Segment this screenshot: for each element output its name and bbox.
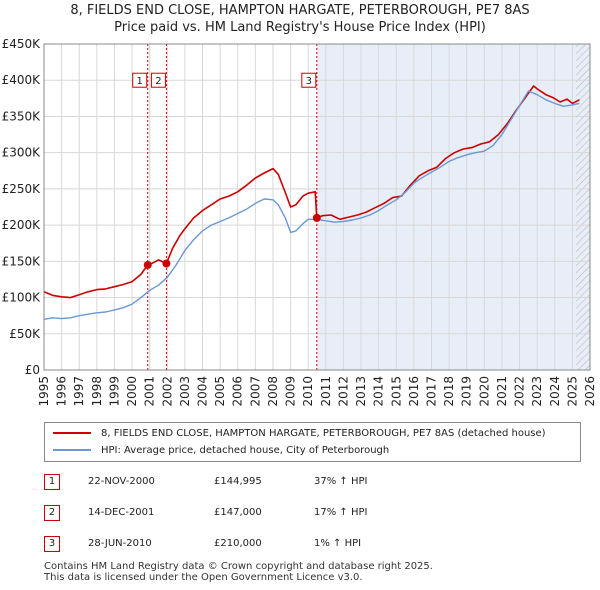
property-price-line (43, 85, 580, 299)
x-tick-label: 2002 (160, 376, 174, 407)
transaction-price: £210,000 (214, 538, 262, 549)
transaction-row: 3 28-JUN-2010 £210,000 1% ↑ HPI (44, 536, 584, 552)
chart-title: 8, FIELDS END CLOSE, HAMPTON HARGATE, PE… (70, 3, 530, 18)
legend-swatch-property (53, 432, 91, 434)
legend-label-hpi: HPI: Average price, detached house, City… (101, 445, 390, 456)
sale-marker-box (301, 72, 317, 88)
x-tick-label: 2016 (407, 376, 421, 407)
y-tick-label: £300K (2, 146, 42, 160)
x-tick-label: 2005 (213, 376, 227, 407)
x-tick-label: 2001 (143, 376, 157, 407)
x-tick-label: 2000 (125, 376, 139, 407)
transaction-date: 28-JUN-2010 (88, 538, 152, 549)
x-tick-label: 2026 (583, 376, 597, 407)
y-tick-label: £450K (2, 37, 42, 51)
hpi-line (43, 90, 580, 320)
x-tick-label: 2023 (530, 376, 544, 407)
x-tick-label: 1995 (37, 376, 51, 407)
transaction-hpi: 1% ↑ HPI (314, 538, 362, 549)
x-tick-label: 1996 (55, 376, 69, 407)
sale-point (143, 260, 152, 269)
x-tick-label: 2024 (548, 376, 562, 407)
price-chart: £0 £50K £100K £150K £200K £250K £300K £350K £400… (2, 37, 597, 407)
transaction-price: £147,000 (214, 507, 262, 518)
transaction-hpi: 37% ↑ HPI (314, 476, 368, 487)
y-tick-label: £100K (2, 291, 42, 305)
y-tick-label: £0 (25, 363, 40, 377)
transaction-price: £144,995 (214, 476, 262, 487)
sale-marker-label: 2 (155, 76, 161, 87)
x-tick-label: 2020 (477, 376, 491, 407)
x-tick-label: 2010 (301, 376, 315, 407)
sale-point (312, 213, 321, 222)
x-tick-label: 2013 (354, 376, 368, 407)
legend-item-hpi: HPI: Average price, detached house, City… (53, 443, 389, 459)
footer-licence: This data is licensed under the Open Gov… (44, 572, 363, 583)
transaction-hpi: 17% ↑ HPI (314, 507, 368, 518)
x-tick-label: 2011 (319, 376, 333, 407)
transaction-date: 22-NOV-2000 (88, 476, 155, 487)
post-sale-shade (316, 44, 590, 370)
sale-marker-box (150, 72, 166, 88)
y-tick-label: £400K (2, 73, 42, 87)
x-tick-label: 1998 (90, 376, 104, 407)
legend: 8, FIELDS END CLOSE, HAMPTON HARGATE, PE… (44, 422, 581, 462)
x-tick-label: 2009 (284, 376, 298, 407)
y-tick-label: £350K (2, 109, 42, 123)
sale-marker-label: 3 (306, 76, 312, 87)
chart-subtitle: Price paid vs. HM Land Registry's House … (114, 20, 486, 35)
transaction-row: 1 22-NOV-2000 £144,995 37% ↑ HPI (44, 474, 584, 490)
footer: Contains HM Land Registry data © Crown c… (44, 561, 433, 583)
x-tick-label: 1997 (72, 376, 86, 407)
x-tick-label: 2017 (424, 376, 438, 407)
x-tick-label: 2018 (442, 376, 456, 407)
x-tick-label: 2008 (266, 376, 280, 407)
footer-copyright: Contains HM Land Registry data © Crown c… (44, 561, 433, 572)
x-tick-label: 1999 (107, 376, 121, 407)
x-tick-label: 2019 (460, 376, 474, 407)
sale-point (162, 259, 171, 268)
x-tick-label: 2022 (513, 376, 527, 407)
x-tick-label: 2014 (372, 376, 386, 407)
transaction-marker: 3 (44, 536, 60, 552)
plot-frame (43, 43, 591, 371)
y-tick-label: £200K (2, 218, 42, 232)
transaction-row: 2 14-DEC-2001 £147,000 17% ↑ HPI (44, 505, 584, 521)
x-tick-label: 2004 (196, 376, 210, 407)
x-tick-label: 2015 (389, 376, 403, 407)
sale-marker-box (132, 72, 148, 88)
y-tick-label: £50K (9, 327, 41, 341)
y-tick-label: £150K (2, 254, 42, 268)
transaction-marker: 1 (44, 474, 60, 490)
y-tick-label: £250K (2, 182, 42, 196)
transaction-date: 14-DEC-2001 (88, 507, 155, 518)
legend-swatch-hpi (53, 449, 91, 451)
x-tick-label: 2003 (178, 376, 192, 407)
x-tick-label: 2025 (565, 376, 579, 407)
x-tick-label: 2021 (495, 376, 509, 407)
x-tick-label: 2012 (336, 376, 350, 407)
transaction-marker: 2 (44, 505, 60, 521)
legend-item-property: 8, FIELDS END CLOSE, HAMPTON HARGATE, PE… (53, 426, 546, 442)
x-tick-label: 2006 (231, 376, 245, 407)
forecast-hatch (575, 44, 590, 370)
sale-marker-label: 1 (137, 76, 143, 87)
x-tick-label: 2007 (248, 376, 262, 407)
legend-label-property: 8, FIELDS END CLOSE, HAMPTON HARGATE, PE… (101, 428, 546, 439)
